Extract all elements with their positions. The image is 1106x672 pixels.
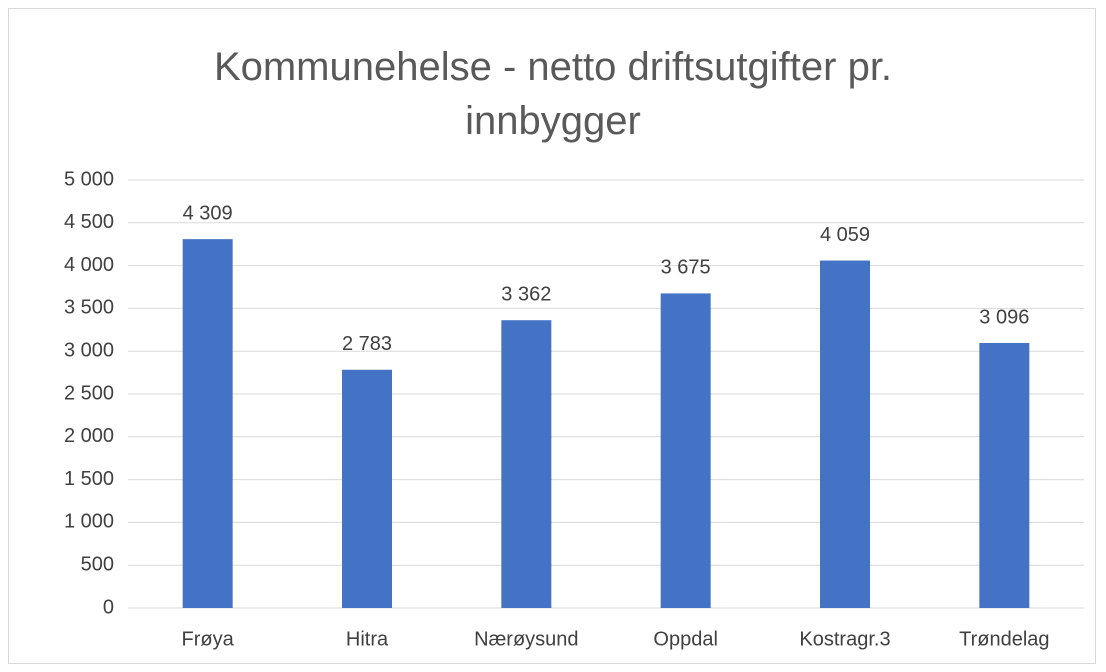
- y-tick-label: 4 500: [64, 211, 114, 233]
- bar: [660, 293, 711, 608]
- bar: [820, 260, 870, 608]
- x-tick-label: Kostragr.3: [799, 628, 890, 650]
- y-tick-label: 3 500: [64, 297, 114, 319]
- x-tick-label: Hitra: [346, 628, 389, 650]
- y-tick-label: 5 000: [64, 168, 114, 190]
- data-label: 4 309: [183, 202, 233, 224]
- bar: [979, 342, 1030, 608]
- chart-border: [8, 8, 1096, 664]
- data-label: 3 362: [501, 283, 551, 305]
- y-tick-label: 1 500: [64, 468, 114, 490]
- x-tick-label: Oppdal: [653, 628, 718, 650]
- y-tick-label: 4 000: [64, 254, 114, 276]
- data-label: 3 096: [979, 306, 1029, 328]
- bar: [342, 369, 392, 608]
- bar: [501, 320, 552, 608]
- y-tick-label: 3 000: [64, 339, 114, 361]
- y-tick-label: 2 000: [64, 425, 114, 447]
- data-label: 2 783: [342, 333, 392, 355]
- y-tick-label: 0: [103, 596, 114, 618]
- x-tick-label: Trøndelag: [959, 628, 1049, 650]
- y-tick-label: 2 500: [64, 382, 114, 404]
- x-tick-label: Frøya: [182, 628, 235, 650]
- y-tick-label: 500: [81, 553, 114, 575]
- x-tick-label: Nærøysund: [474, 628, 578, 650]
- data-label: 3 675: [661, 257, 711, 279]
- data-label: 4 059: [820, 224, 870, 246]
- bar: [182, 239, 233, 608]
- chart-title: Kommunehelse - netto driftsutgifter pr. …: [213, 45, 893, 143]
- y-tick-label: 1 000: [64, 511, 114, 533]
